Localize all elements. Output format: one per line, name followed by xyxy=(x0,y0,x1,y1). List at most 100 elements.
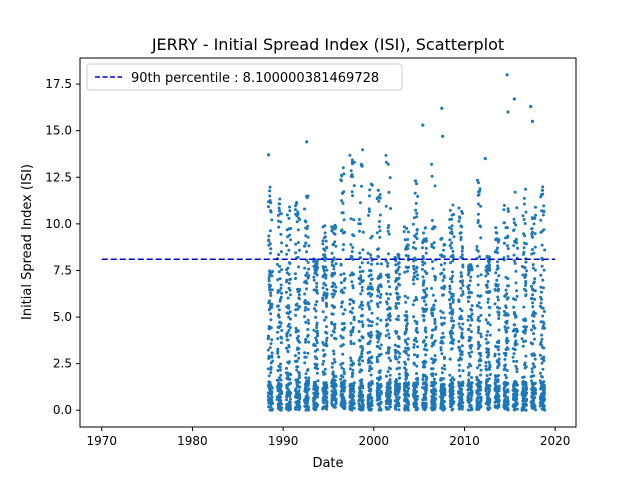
scatter-point xyxy=(448,208,452,212)
scatter-point xyxy=(276,291,280,294)
scatter-point xyxy=(541,306,545,310)
scatter-point xyxy=(304,338,308,341)
scatter-point xyxy=(269,291,272,295)
scatter-point xyxy=(422,347,426,351)
scatter-point xyxy=(307,376,311,380)
scatter-point xyxy=(369,182,373,186)
scatter-point xyxy=(343,379,347,383)
scatter-point xyxy=(494,383,497,387)
scatter-point xyxy=(321,242,325,246)
scatter-point xyxy=(294,204,297,208)
scatter-point xyxy=(296,228,300,232)
scatter-point xyxy=(460,331,464,335)
scatter-point xyxy=(289,407,292,411)
scatter-point xyxy=(457,369,461,372)
scatter-point xyxy=(361,279,365,283)
scatter-point xyxy=(476,381,480,385)
scatter-point xyxy=(376,294,380,298)
scatter-point xyxy=(271,359,275,363)
scatter-point xyxy=(286,338,290,342)
scatter-point xyxy=(430,398,434,402)
scatter-point xyxy=(450,280,454,284)
scatter-point xyxy=(425,376,429,380)
scatter-point xyxy=(403,238,407,242)
scatter-point xyxy=(386,264,389,268)
scatter-point xyxy=(448,287,452,291)
scatter-point xyxy=(375,322,379,326)
scatter-point xyxy=(398,283,402,287)
scatter-point xyxy=(379,390,383,393)
scatter-point xyxy=(279,341,283,345)
scatter-point xyxy=(279,382,283,386)
scatter-point xyxy=(405,227,409,230)
scatter-point xyxy=(393,399,397,403)
scatter-point xyxy=(303,266,307,270)
scatter-point xyxy=(321,370,325,374)
scatter-point xyxy=(541,213,545,217)
scatter-point xyxy=(487,347,490,351)
scatter-point xyxy=(542,210,546,214)
scatter-point xyxy=(270,338,274,342)
scatter-point xyxy=(484,389,488,393)
scatter-point xyxy=(333,336,336,340)
scatter-point xyxy=(376,254,380,258)
scatter-point xyxy=(431,408,435,412)
scatter-point xyxy=(278,299,282,303)
scatter-point xyxy=(396,392,400,396)
scatter-point xyxy=(477,315,480,319)
scatter-point xyxy=(512,253,516,257)
scatter-point xyxy=(521,381,525,385)
scatter-point xyxy=(398,272,401,276)
scatter-point xyxy=(457,358,461,362)
scatter-point xyxy=(358,363,361,367)
scatter-point xyxy=(367,324,371,328)
scatter-point xyxy=(333,240,337,244)
scatter-point xyxy=(506,110,510,114)
scatter-point xyxy=(538,397,542,400)
scatter-point xyxy=(413,319,417,323)
scatter-point xyxy=(351,194,354,198)
scatter-point xyxy=(288,205,291,209)
scatter-point xyxy=(434,381,438,385)
scatter-point xyxy=(368,350,372,354)
scatter-point xyxy=(506,402,510,406)
scatter-point xyxy=(440,106,444,110)
scatter-point xyxy=(486,297,490,301)
scatter-point xyxy=(522,196,526,200)
scatter-point xyxy=(522,202,526,206)
scatter-point xyxy=(270,218,274,222)
scatter-point xyxy=(523,331,527,335)
scatter-point xyxy=(315,330,318,334)
scatter-point xyxy=(430,391,434,394)
scatter-point xyxy=(280,402,284,406)
scatter-point xyxy=(487,407,491,411)
scatter-point xyxy=(439,237,443,241)
scatter-point xyxy=(322,359,326,363)
scatter-point xyxy=(451,298,455,302)
scatter-point xyxy=(279,250,283,254)
scatter-point xyxy=(432,241,436,245)
scatter-point xyxy=(285,385,289,389)
scatter-point xyxy=(358,270,362,274)
scatter-point xyxy=(293,389,297,393)
scatter-point xyxy=(449,246,453,250)
scatter-point xyxy=(523,317,527,321)
scatter-point xyxy=(513,404,516,408)
scatter-point xyxy=(314,349,317,353)
scatter-point xyxy=(307,321,311,325)
scatter-point xyxy=(394,387,398,391)
scatter-point xyxy=(404,351,408,355)
scatter-point xyxy=(458,307,462,311)
scatter-point xyxy=(422,362,426,366)
scatter-point xyxy=(312,275,316,279)
scatter-point xyxy=(280,268,284,272)
scatter-point xyxy=(506,255,510,258)
scatter-point xyxy=(469,381,473,385)
scatter-point xyxy=(525,269,529,273)
scatter-point xyxy=(478,224,482,228)
scatter-point xyxy=(479,399,483,402)
scatter-point xyxy=(316,334,319,338)
scatter-point xyxy=(379,352,383,356)
scatter-point xyxy=(269,209,273,213)
scatter-point xyxy=(448,238,452,242)
